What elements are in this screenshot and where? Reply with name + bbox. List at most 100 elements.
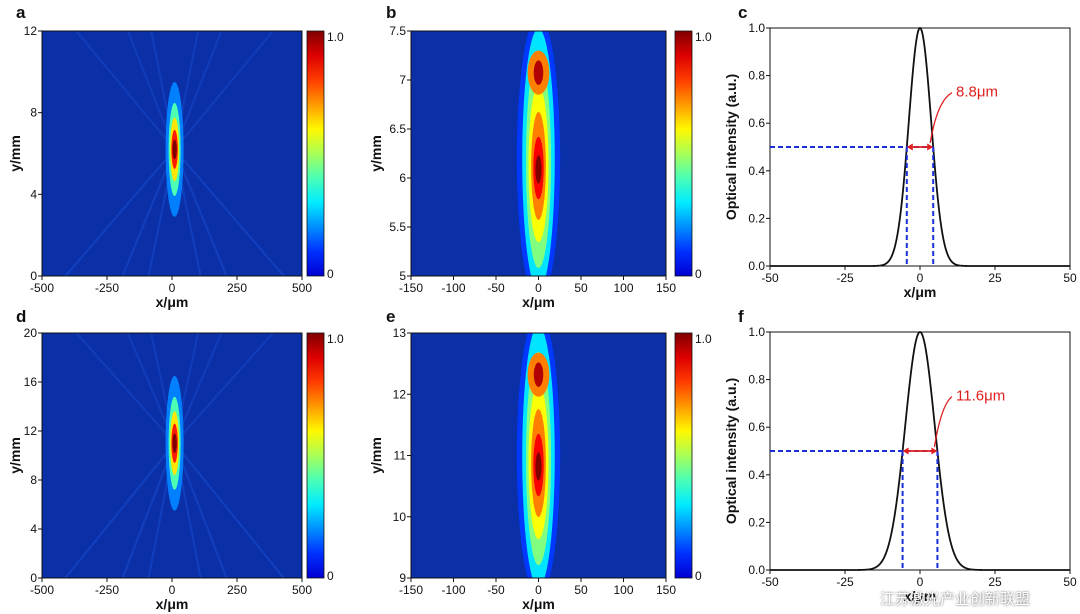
y-axis-label: Optical intensity (a.u.) xyxy=(723,74,739,220)
x-tick-label: 100 xyxy=(613,281,633,295)
heatmap-panel-e: -150 -100 -50 0 50 100 150 9 10 11 12 13 x/μm y/mm 1.0… xyxy=(368,326,712,612)
y-tick-label: 0.2 xyxy=(748,211,765,225)
x-tick-label: 150 xyxy=(656,281,676,295)
y-tick-label: 0.8 xyxy=(748,373,765,387)
diffraction-streak xyxy=(173,31,274,151)
y-tick-label: 0.8 xyxy=(748,69,765,83)
x-tick-label: -50 xyxy=(487,281,505,295)
y-tick-label: 6 xyxy=(399,171,406,185)
y-tick-label: 16 xyxy=(24,375,38,389)
x-tick-label: -150 xyxy=(399,281,423,295)
profile-panel-c: -50 -25 0 25 50 0.0 0.2 0.4 0.6 0.8 1.0 x/μm Optical… xyxy=(723,21,1077,300)
x-axis-label: x/μm xyxy=(522,294,555,310)
diffraction-streak xyxy=(173,442,285,578)
x-tick-label: 50 xyxy=(574,281,588,295)
fwhm-arrow-head-right xyxy=(931,447,938,455)
profile-panel-f: -50 -25 0 25 50 0.0 0.2 0.4 0.6 0.8 1.0 x/μm Optical… xyxy=(723,325,1077,604)
fwhm-label: 11.6μm xyxy=(956,388,1005,405)
panel-letter-b: b xyxy=(386,3,396,22)
secondary-lobe-peak xyxy=(533,60,544,85)
y-tick-label: 9 xyxy=(399,571,406,585)
focal-intensity-contour xyxy=(172,139,177,160)
x-tick-label: 50 xyxy=(1063,575,1077,589)
y-tick-label: 5 xyxy=(399,269,406,283)
y-tick-label: 0 xyxy=(30,571,37,585)
colorbar xyxy=(674,30,693,277)
panel-letter-a: a xyxy=(16,3,26,22)
colorbar-max-label: 1.0 xyxy=(327,332,344,346)
diffraction-streak xyxy=(121,148,176,276)
y-axis-label: y/mm xyxy=(7,135,23,172)
colorbar-min-label: 0 xyxy=(695,267,702,281)
x-tick-label: 250 xyxy=(227,281,247,295)
x-tick-label: -250 xyxy=(95,281,119,295)
focal-intensity-contour xyxy=(172,433,177,454)
x-tick-label: 100 xyxy=(613,583,633,597)
y-tick-label: 7 xyxy=(399,73,406,87)
y-tick-label: 5.5 xyxy=(389,220,406,234)
secondary-lobe-peak xyxy=(533,362,544,387)
diffraction-streak xyxy=(121,442,176,578)
x-tick-label: -50 xyxy=(761,575,779,589)
x-tick-label: 50 xyxy=(574,583,588,597)
x-axis-label: x/μm xyxy=(156,294,189,310)
panel-letter-c: c xyxy=(738,3,747,22)
heatmap-panel-d: -500 -250 0 250 500 0 4 8 12 16 20 x/μm y/mm 1.0 0 xyxy=(7,326,344,612)
x-tick-label: 50 xyxy=(1063,271,1077,285)
colorbar-min-label: 0 xyxy=(327,267,334,281)
colorbar xyxy=(306,30,325,277)
y-tick-label: 1.0 xyxy=(748,325,765,339)
focal-intensity-contour xyxy=(535,452,542,481)
y-tick-label: 12 xyxy=(24,24,38,38)
y-tick-label: 0 xyxy=(30,269,37,283)
y-tick-label: 0.6 xyxy=(748,420,765,434)
y-tick-label: 8 xyxy=(30,106,37,120)
diffraction-streak xyxy=(64,442,176,578)
x-tick-label: 0 xyxy=(917,575,924,589)
x-axis-label: x/μm xyxy=(522,596,555,612)
y-tick-label: 0.0 xyxy=(748,259,765,273)
y-tick-label: 8 xyxy=(30,473,37,487)
intensity-profile-line xyxy=(770,331,1070,571)
x-tick-label: 25 xyxy=(988,271,1002,285)
y-tick-label: 10 xyxy=(393,510,407,524)
y-axis-label: y/mm xyxy=(7,437,23,474)
x-tick-label: -25 xyxy=(836,271,854,285)
y-tick-label: 0.4 xyxy=(748,468,765,482)
heatmap-field xyxy=(42,333,302,578)
y-tick-label: 20 xyxy=(24,326,38,340)
panel-letter-e: e xyxy=(386,307,395,326)
heatmap-field xyxy=(411,31,666,276)
x-tick-label: -25 xyxy=(836,575,854,589)
y-tick-label: 4 xyxy=(30,187,37,201)
y-axis-label: Optical intensity (a.u.) xyxy=(723,378,739,524)
fwhm-leader xyxy=(933,396,953,448)
x-tick-label: 150 xyxy=(656,583,676,597)
x-tick-label: 0 xyxy=(535,281,542,295)
colorbar xyxy=(306,332,325,579)
x-tick-label: -50 xyxy=(487,583,505,597)
y-tick-label: 0.2 xyxy=(748,515,765,529)
y-tick-label: 4 xyxy=(30,522,37,536)
y-tick-label: 13 xyxy=(393,326,407,340)
fwhm-label: 8.8μm xyxy=(956,84,998,101)
diffraction-streak xyxy=(75,333,176,444)
focal-intensity-contour xyxy=(535,155,542,184)
x-tick-label: -500 xyxy=(30,583,54,597)
diffraction-streak xyxy=(173,333,274,444)
panel-letter-f: f xyxy=(738,307,744,326)
colorbar-max-label: 1.0 xyxy=(695,30,712,44)
x-tick-label: -100 xyxy=(441,583,465,597)
x-tick-label: -250 xyxy=(95,583,119,597)
y-tick-label: 1.0 xyxy=(748,21,765,35)
colorbar-max-label: 1.0 xyxy=(327,30,344,44)
y-tick-label: 0.4 xyxy=(748,164,765,178)
watermark: 江苏激光产业创新联盟 xyxy=(880,590,1031,608)
diffraction-streak xyxy=(173,148,285,276)
diffraction-streak xyxy=(173,148,228,276)
y-tick-label: 7.5 xyxy=(389,24,406,38)
x-tick-label: -50 xyxy=(761,271,779,285)
diffraction-streak xyxy=(64,148,176,276)
x-tick-label: -500 xyxy=(30,281,54,295)
y-tick-label: 0.6 xyxy=(748,116,765,130)
